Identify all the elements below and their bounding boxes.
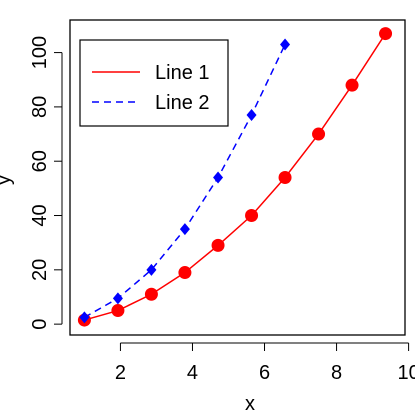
x-tick-label: 10 — [397, 362, 415, 384]
point — [345, 78, 359, 92]
point — [144, 287, 158, 301]
legend-box — [79, 39, 229, 127]
point — [179, 223, 190, 236]
y-tick-label: 20 — [29, 259, 51, 281]
x-tick-label: 2 — [115, 362, 126, 384]
x-axis-label: x — [245, 393, 255, 415]
y-tick-label: 100 — [29, 36, 51, 69]
x-tick-label: 8 — [331, 362, 342, 384]
point — [278, 171, 292, 184]
plot-area — [77, 27, 393, 327]
point — [112, 292, 123, 305]
point — [178, 266, 192, 280]
legend-label: Line 1 — [155, 62, 210, 84]
point — [246, 109, 257, 122]
legend-label: Line 2 — [155, 92, 210, 114]
x-tick-label: 4 — [187, 362, 198, 384]
point — [213, 171, 224, 184]
plot-box — [69, 19, 406, 336]
series-line — [84, 33, 387, 321]
point — [111, 304, 125, 318]
point — [379, 27, 393, 41]
legend: Line 1 Line 2 — [79, 39, 229, 127]
x-tick-label: 6 — [259, 362, 270, 384]
point — [211, 238, 225, 252]
y-tick-label: 40 — [29, 204, 51, 226]
point — [245, 209, 259, 223]
y-tick-label: 60 — [29, 150, 51, 172]
y-tick-label: 0 — [29, 319, 51, 330]
point — [280, 38, 291, 51]
y-axis-label: y — [0, 175, 15, 185]
y-tick-label: 80 — [29, 96, 51, 118]
point — [79, 311, 90, 324]
point — [312, 127, 326, 141]
point — [146, 263, 157, 276]
